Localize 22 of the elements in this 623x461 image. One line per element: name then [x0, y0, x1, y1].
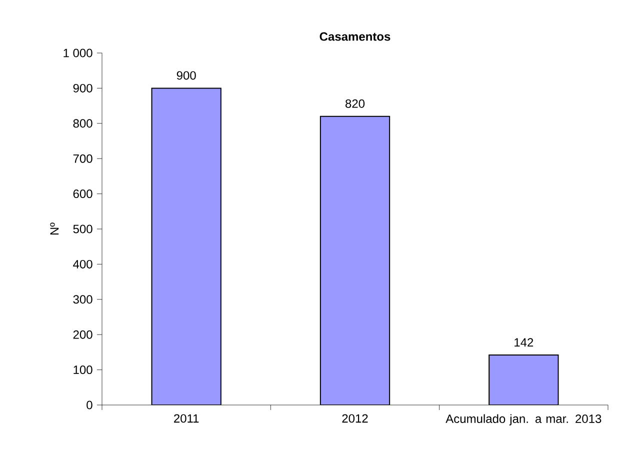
y-tick-label: 0 — [86, 400, 92, 410]
x-tick-label: 2012 — [342, 414, 368, 423]
y-axis-title: Nº — [50, 222, 59, 235]
y-tick-label: 500 — [73, 224, 92, 234]
x-tick-label: 2011 — [174, 414, 199, 423]
y-tick-label: 900 — [73, 84, 92, 92]
chart-title: Casamentos — [320, 32, 390, 41]
data-label: 900 — [176, 71, 196, 80]
data-label: 142 — [514, 338, 534, 347]
bar — [151, 88, 222, 405]
y-tick-label: 400 — [73, 260, 92, 268]
y-tick-label: 100 — [74, 366, 92, 374]
x-tick-label: Acumulado jan. a mar. 2013 — [446, 414, 602, 426]
y-tick-label: 600 — [73, 190, 92, 198]
data-label: 820 — [346, 99, 365, 108]
y-tick-label: 300 — [73, 295, 92, 304]
y-tick-label: 200 — [73, 330, 92, 339]
y-tick-label: 1 000 — [64, 48, 92, 58]
bar — [320, 116, 390, 405]
y-tick-label: 800 — [73, 119, 92, 128]
y-tick-label: 700 — [73, 154, 92, 163]
bar — [488, 354, 559, 405]
